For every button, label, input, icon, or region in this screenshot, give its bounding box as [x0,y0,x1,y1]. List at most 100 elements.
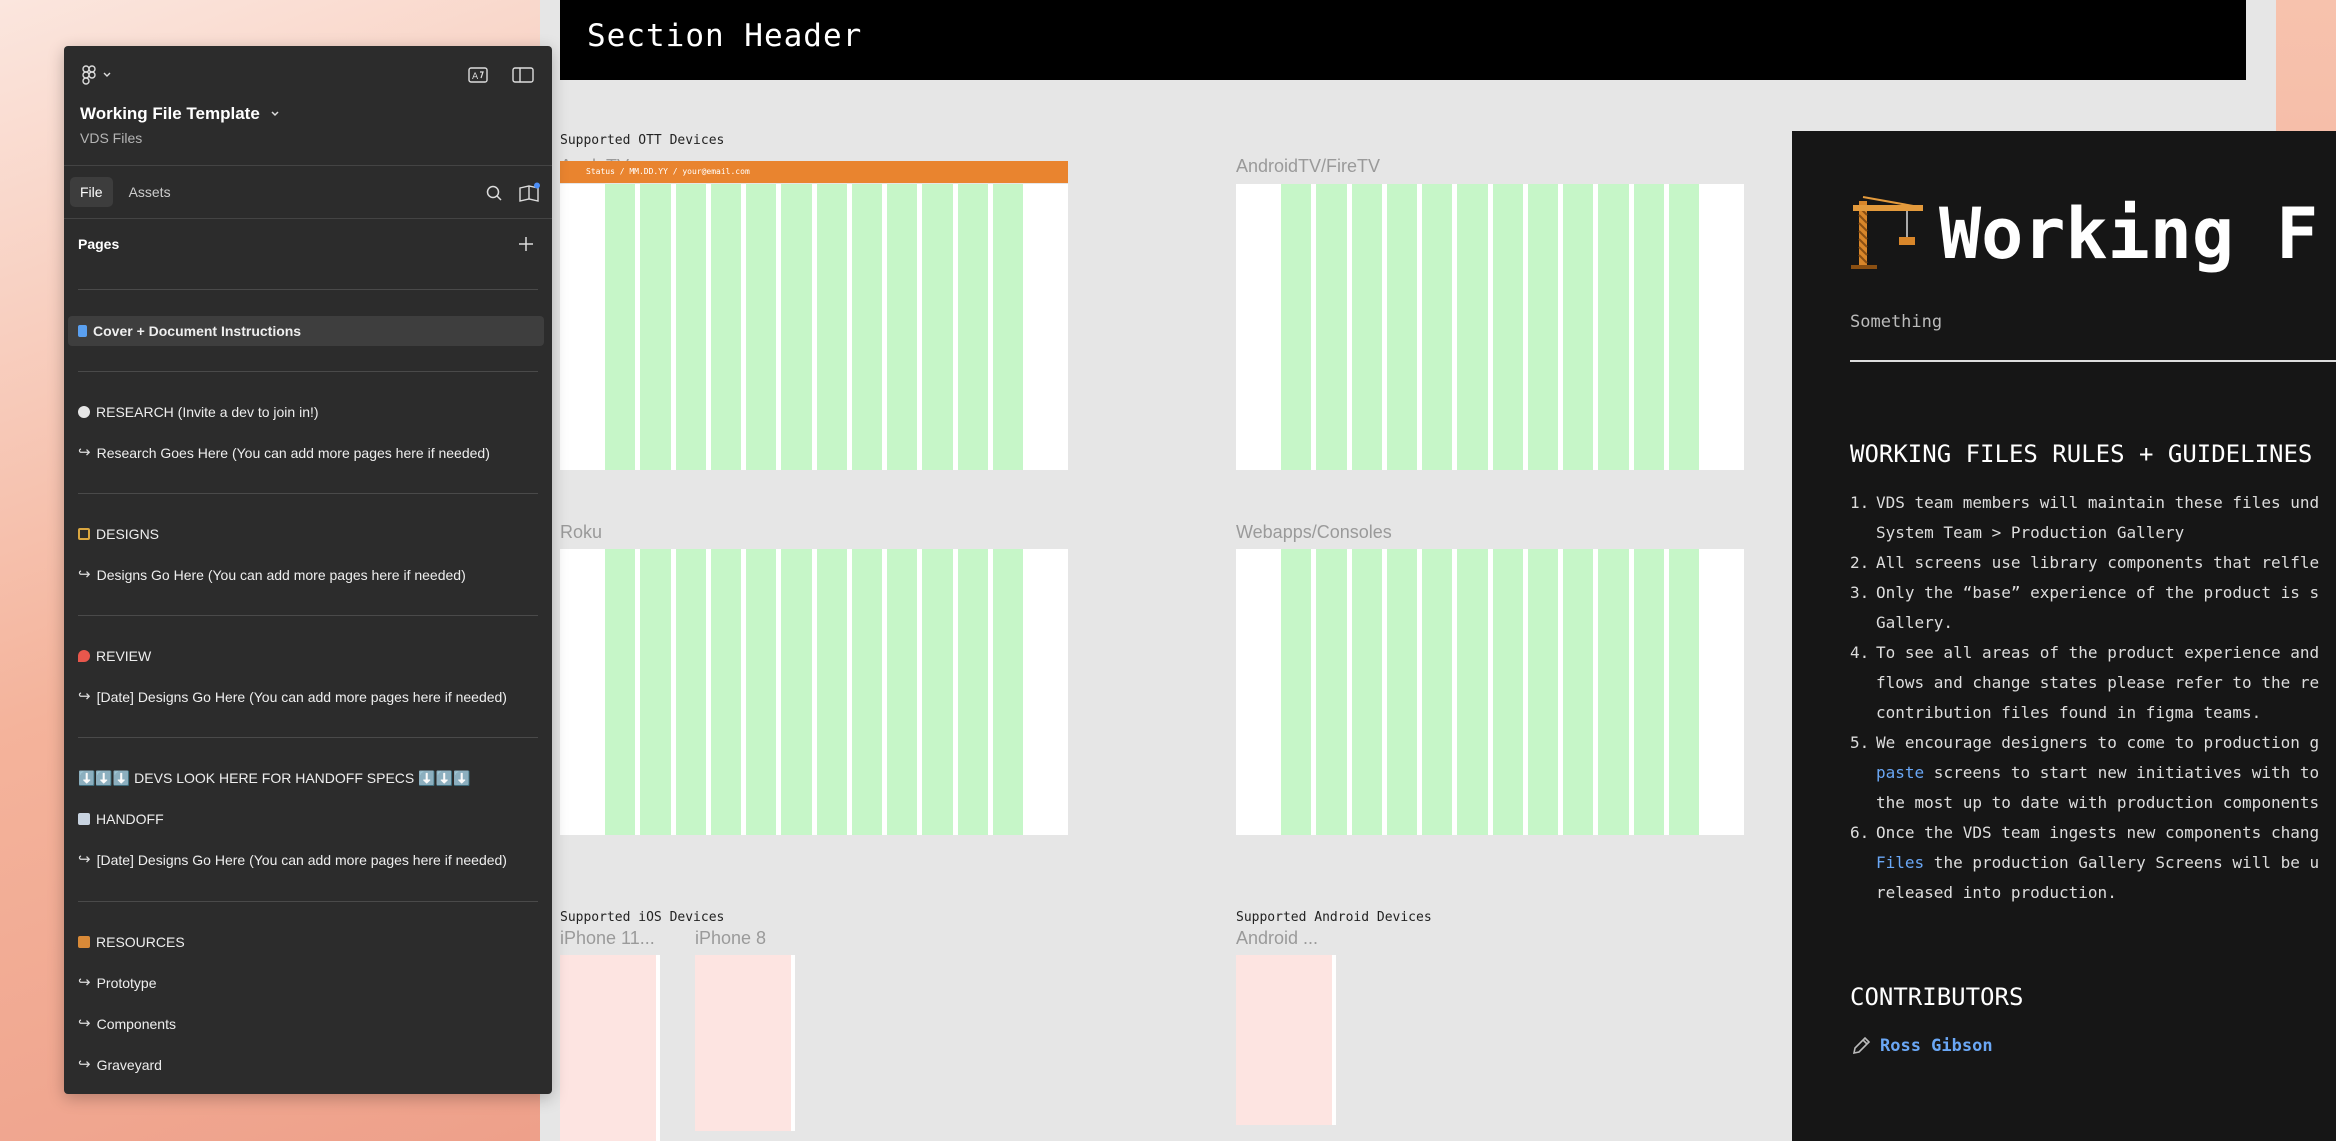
contributor[interactable]: Ross Gibson [1850,1035,1993,1057]
frame-name-webapps[interactable]: Webapps/Consoles [1236,522,1392,542]
page-label: Cover + Document Instructions [93,323,302,339]
panel-tabs: File Assets [70,177,181,207]
pushpin-icon [78,650,90,662]
page-research[interactable]: RESEARCH (Invite a dev to join in!) [78,397,319,427]
frame-name-roku[interactable]: Roku [560,522,603,542]
page-label: Designs Go Here (You can add more pages … [96,567,466,583]
grid-columns [1281,184,1699,470]
grid-columns [1281,549,1699,835]
search-icon [486,185,502,201]
tab-assets[interactable]: Assets [128,184,171,200]
layers-panel: A Working File Template VDS Files File A… [64,46,552,1094]
page-label: [Date] Designs Go Here (You can add more… [96,689,507,705]
page-divider [78,901,538,902]
rules-list: 1. VDS team members will maintain these f… [1850,488,2336,908]
page-handoff[interactable]: HANDOFF [78,804,164,834]
doc-title: Working F [1939,193,2319,275]
paste-link[interactable]: paste [1876,763,1925,782]
device-frame-roku[interactable] [560,549,1068,835]
page-label: Research Goes Here (You can add more pag… [96,445,490,461]
tab-file[interactable]: File [70,177,113,207]
rules-heading: WORKING FILES RULES + GUIDELINES [1850,440,2313,468]
return-arrow-icon: ↪ [78,1056,91,1073]
rule-item: 3. Only the “base” experience of the prod… [1850,583,2320,632]
contributors-heading: CONTRIBUTORS [1850,983,2024,1011]
ott-devices-label: Supported OTT Devices [560,133,725,148]
chevron-down-icon [271,111,279,117]
status-bar: Status / MM.DD.YY / your@email.com [560,161,1068,183]
toggle-sidebar-button[interactable] [510,64,536,86]
svg-text:A: A [472,72,479,82]
divider [64,218,552,219]
rule-item: 6. Once the VDS team ingests new componen… [1850,823,2320,902]
ai-translate-button[interactable]: A [466,64,490,86]
add-page-button[interactable] [514,232,538,256]
page-review[interactable]: REVIEW [78,641,151,671]
return-arrow-icon: ↪ [78,444,91,461]
frame-name-iphone11[interactable]: iPhone 11... [560,928,655,948]
device-frame-iphone8[interactable] [695,955,795,1131]
page-label: REVIEW [96,648,152,664]
page-label: DESIGNS [96,526,160,542]
device-frame-webapps[interactable] [1236,549,1744,835]
rule-item: 5. We encourage designers to come to prod… [1850,733,2320,812]
library-button[interactable] [516,180,542,206]
device-frame-iphone11[interactable] [560,955,660,1141]
page-devs-look-here[interactable]: ⬇️⬇️⬇️ DEVS LOOK HERE FOR HANDOFF SPECS … [78,763,470,793]
return-arrow-icon: ↪ [78,566,91,583]
page-research-sub[interactable]: ↪ Research Goes Here (You can add more p… [78,438,490,468]
page-cover[interactable]: Cover + Document Instructions [68,316,544,346]
divider [64,165,552,166]
return-arrow-icon: ↪ [78,688,91,705]
cover-document[interactable]: Working F Something WORKING FILES RULES … [1792,131,2336,1141]
file-title-button[interactable]: Working File Template [80,104,280,124]
page-label: [Date] Designs Go Here (You can add more… [96,852,507,868]
page-graveyard[interactable]: ↪ Graveyard [78,1050,162,1080]
section-header[interactable]: Section Header [560,0,2246,80]
pages-label: Pages [78,236,120,252]
figma-logo-icon [82,65,111,85]
return-arrow-icon: ↪ [78,974,91,991]
pencil-icon [1852,1036,1871,1055]
page-designs-sub[interactable]: ↪ Designs Go Here (You can add more page… [78,560,466,590]
search-button[interactable] [482,181,506,205]
file-title: Working File Template [80,104,260,123]
ios-devices-label: Supported iOS Devices [560,910,725,925]
frame-name-androidtv[interactable]: AndroidTV/FireTV [1236,156,1381,176]
page-designs[interactable]: DESIGNS [78,519,159,549]
frame-icon [78,528,90,540]
page-resources[interactable]: RESOURCES [78,927,185,957]
page-review-sub[interactable]: ↪ [Date] Designs Go Here (You can add mo… [78,682,507,712]
page-divider [78,737,538,738]
main-menu-button[interactable] [80,63,114,87]
frame-name-android[interactable]: Android ... [1236,928,1319,948]
rule-item: 1. VDS team members will maintain these f… [1850,493,2320,542]
page-label: HANDOFF [96,811,164,827]
frame-name-iphone8[interactable]: iPhone 8 [695,928,767,948]
library-icon [519,182,540,202]
page-label: RESOURCES [96,934,185,950]
return-arrow-icon: ↪ [78,1015,91,1032]
ship-icon [78,813,90,825]
return-arrow-icon: ↪ [78,851,91,868]
book-icon [78,325,87,337]
translate-icon: A [468,67,488,83]
rule-item: 4. To see all areas of the product experi… [1850,643,2320,722]
file-project[interactable]: VDS Files [80,130,143,146]
contributor-name[interactable]: Ross Gibson [1880,1036,1993,1056]
page-label: Components [96,1016,176,1032]
crane-icon [1851,196,1923,269]
sidebar-icon [512,67,534,83]
grid-columns [605,549,1023,835]
device-frame-androidtv[interactable] [1236,184,1744,470]
files-link[interactable]: Files [1876,853,1925,872]
page-label: Graveyard [96,1057,162,1073]
page-components[interactable]: ↪ Components [78,1009,176,1039]
page-prototype[interactable]: ↪ Prototype [78,968,157,998]
device-frame-appletv[interactable] [560,184,1068,470]
device-frame-android[interactable] [1236,955,1336,1125]
compass-icon [78,406,90,418]
page-label: RESEARCH (Invite a dev to join in!) [96,404,319,420]
page-handoff-sub[interactable]: ↪ [Date] Designs Go Here (You can add mo… [78,845,507,875]
page-label: ⬇️⬇️⬇️ DEVS LOOK HERE FOR HANDOFF SPECS … [78,770,471,786]
